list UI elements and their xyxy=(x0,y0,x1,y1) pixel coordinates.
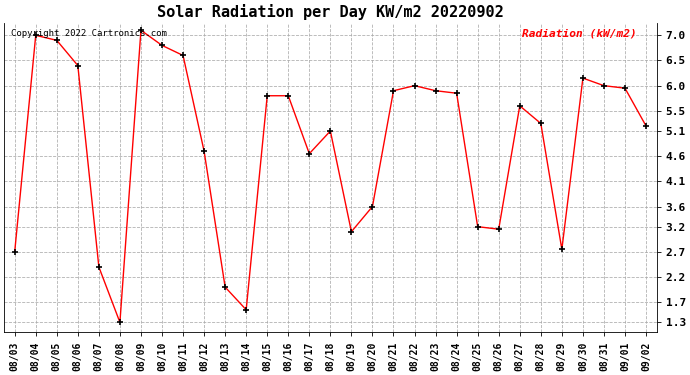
Text: Radiation (kW/m2): Radiation (kW/m2) xyxy=(522,29,637,39)
Title: Solar Radiation per Day KW/m2 20220902: Solar Radiation per Day KW/m2 20220902 xyxy=(157,4,504,20)
Text: Copyright 2022 Cartronics.com: Copyright 2022 Cartronics.com xyxy=(10,29,166,38)
